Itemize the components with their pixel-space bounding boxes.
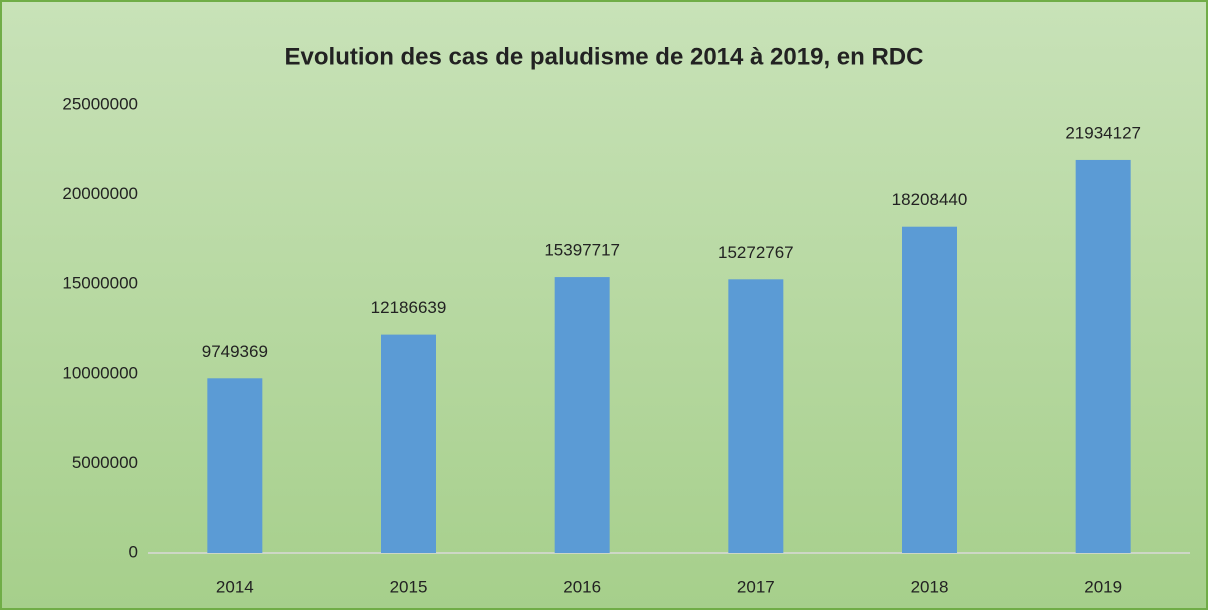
data-label: 9749369 bbox=[202, 342, 268, 361]
y-tick-label: 5000000 bbox=[72, 453, 138, 472]
y-tick-label: 15000000 bbox=[62, 274, 138, 293]
x-tick-label: 2019 bbox=[1084, 577, 1122, 596]
y-tick-label: 20000000 bbox=[62, 184, 138, 203]
bar bbox=[902, 226, 957, 553]
x-tick-label: 2017 bbox=[737, 577, 775, 596]
bar bbox=[381, 334, 436, 553]
bar bbox=[728, 279, 784, 553]
data-label: 18208440 bbox=[892, 190, 968, 209]
y-tick-label: 10000000 bbox=[62, 363, 138, 382]
bar bbox=[1075, 159, 1131, 554]
x-tick-label: 2014 bbox=[216, 577, 254, 596]
x-tick-label: 2016 bbox=[563, 577, 601, 596]
x-tick-label: 2018 bbox=[911, 577, 949, 596]
data-label: 21934127 bbox=[1065, 123, 1141, 142]
bar bbox=[207, 378, 263, 553]
y-tick-label: 0 bbox=[129, 542, 138, 561]
data-label: 12186639 bbox=[371, 298, 447, 317]
data-label: 15397717 bbox=[544, 241, 620, 260]
data-label: 15272767 bbox=[718, 243, 794, 262]
chart-title: Evolution des cas de paludisme de 2014 à… bbox=[285, 43, 924, 70]
y-tick-label: 25000000 bbox=[62, 94, 138, 113]
bar bbox=[554, 277, 610, 553]
x-tick-label: 2015 bbox=[390, 577, 428, 596]
